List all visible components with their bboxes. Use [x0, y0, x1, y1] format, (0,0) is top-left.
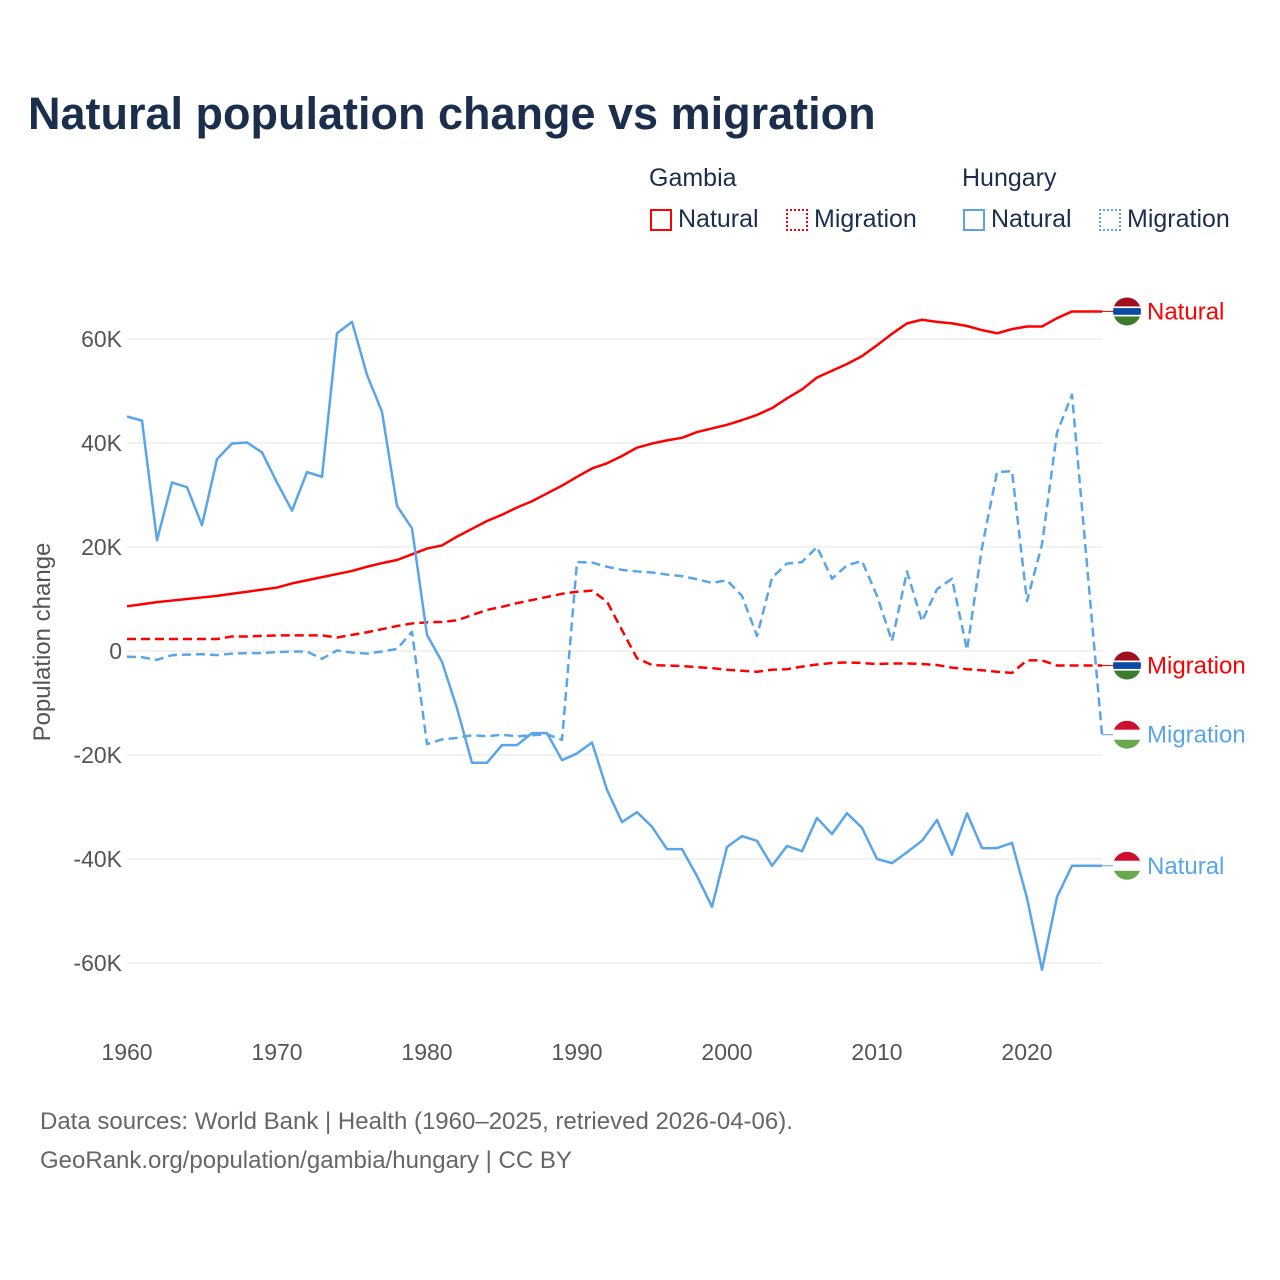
flag-stripe: [1113, 729, 1141, 732]
flag-stripe: [1113, 869, 1141, 872]
legend-hungary-natural[interactable]: Natural: [963, 205, 1072, 234]
legend-group-hungary: Hungary: [962, 164, 1057, 192]
flag-stripe: [1113, 297, 1141, 307]
x-tick-label: 1980: [401, 1039, 452, 1065]
series-line-gambia-migration: [127, 589, 1102, 675]
legend-label: Migration: [814, 205, 917, 233]
series-end-label: Natural: [1147, 853, 1224, 880]
footer-source: Data sources: World Bank | Health (1960–…: [40, 1108, 793, 1135]
flag-stripe: [1113, 651, 1141, 662]
flag-stripe: [1113, 670, 1141, 680]
hungary-flag-icon: [1113, 851, 1141, 880]
flag-stripe: [1113, 306, 1141, 309]
series-end-label: Migration: [1147, 653, 1246, 680]
x-tick-label: 2000: [701, 1039, 752, 1065]
y-tick-label: 40K: [81, 430, 123, 456]
x-tick-label: 2020: [1001, 1039, 1052, 1065]
y-tick-label: 20K: [81, 534, 123, 560]
legend-gambia-migration[interactable]: Migration: [786, 205, 917, 234]
legend-hungary-migration[interactable]: Migration: [1099, 205, 1230, 234]
flag-stripe: [1113, 739, 1141, 749]
legend-label: Migration: [1127, 205, 1230, 233]
flag-stripe: [1113, 870, 1141, 880]
chart-title: Natural population change vs migration: [28, 88, 876, 139]
legend-swatch-solid-red: [650, 208, 672, 231]
legend-gambia-natural[interactable]: Natural: [650, 205, 759, 234]
y-tick-label: -60K: [73, 950, 122, 976]
y-axis-label: Population change: [29, 543, 56, 742]
flag-stripe: [1113, 660, 1141, 663]
footer-attribution: GeoRank.org/population/gambia/hungary | …: [40, 1147, 572, 1174]
series-line-gambia-natural: [126, 310, 1102, 608]
series-end-label: Natural: [1147, 298, 1224, 325]
series-line-hungary-migration: [126, 393, 1104, 746]
y-tick-label: 0: [109, 638, 122, 664]
y-tick-label: -20K: [73, 742, 122, 768]
x-tick-label: 1960: [101, 1039, 152, 1065]
legend-label: Natural: [991, 205, 1072, 233]
series-line-hungary-natural: [126, 320, 1102, 972]
y-tick-label: -40K: [73, 846, 122, 872]
legend-swatch-dotted-blue: [1099, 208, 1121, 231]
hungary-flag-icon: [1113, 720, 1141, 749]
flag-stripe: [1113, 316, 1141, 326]
legend-swatch-dotted-red: [786, 208, 808, 231]
flag-stripe: [1113, 851, 1141, 862]
flag-stripe: [1113, 308, 1141, 316]
legend-label: Natural: [678, 205, 759, 233]
y-tick-label: 60K: [81, 326, 123, 352]
x-tick-label: 1970: [251, 1039, 302, 1065]
flag-stripe: [1113, 731, 1141, 739]
x-tick-label: 2010: [851, 1039, 902, 1065]
flag-stripe: [1113, 314, 1141, 317]
flag-stripe: [1113, 738, 1141, 741]
flag-stripe: [1113, 668, 1141, 672]
flag-stripe: [1113, 662, 1141, 670]
legend-swatch-solid-blue: [963, 208, 985, 231]
flag-stripe: [1113, 862, 1141, 870]
flag-stripe: [1113, 720, 1141, 731]
legend-group-gambia: Gambia: [649, 164, 737, 192]
x-tick-label: 1990: [551, 1039, 602, 1065]
series-end-label: Migration: [1147, 722, 1246, 749]
gambia-flag-icon: [1113, 297, 1141, 326]
gambia-flag-icon: [1113, 651, 1141, 680]
flag-stripe: [1113, 860, 1141, 863]
